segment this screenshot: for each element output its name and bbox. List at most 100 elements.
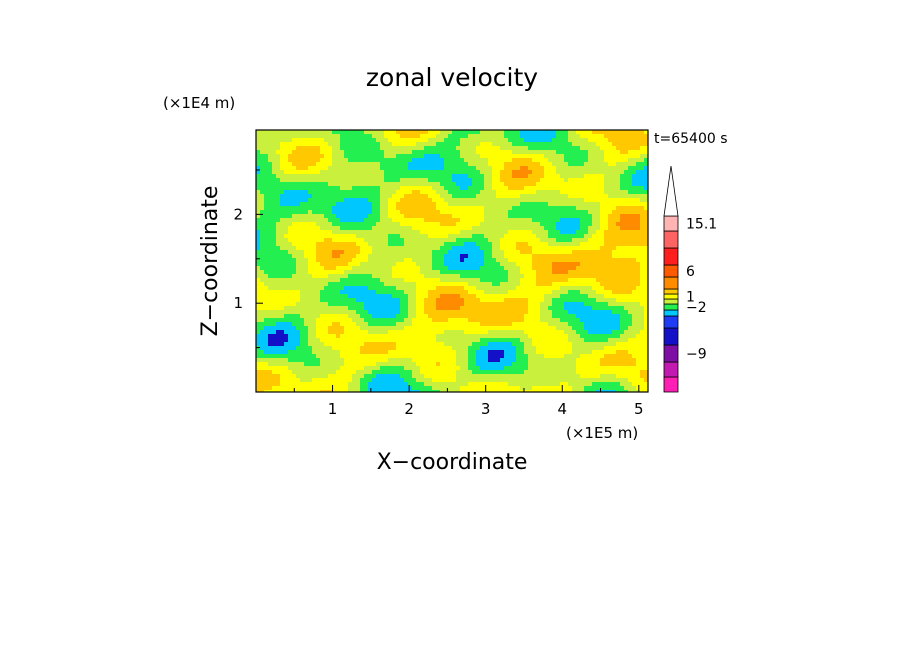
field-cell — [416, 150, 421, 155]
field-cell — [556, 250, 561, 255]
field-cell — [632, 202, 637, 207]
field-cell — [576, 270, 581, 275]
field-cell — [312, 314, 317, 319]
field-cell — [452, 182, 457, 187]
field-cell — [576, 194, 581, 199]
field-cell — [312, 286, 317, 291]
field-cell — [300, 210, 305, 215]
field-cell — [516, 314, 521, 319]
field-cell — [576, 150, 581, 155]
field-cell — [496, 194, 501, 199]
field-cell — [584, 274, 589, 279]
field-cell — [340, 326, 345, 331]
field-cell — [580, 250, 585, 255]
field-cell — [428, 254, 433, 259]
field-cell — [272, 318, 277, 323]
field-cell — [356, 302, 361, 307]
field-cell — [516, 270, 521, 275]
field-cell — [488, 166, 493, 171]
field-cell — [572, 274, 577, 279]
field-cell — [356, 326, 361, 331]
field-cell — [604, 186, 609, 191]
field-cell — [292, 270, 297, 275]
field-cell — [288, 170, 293, 175]
field-cell — [484, 158, 489, 163]
field-cell — [484, 330, 489, 335]
field-cell — [512, 318, 517, 323]
field-cell — [460, 246, 465, 251]
field-cell — [396, 250, 401, 255]
field-cell — [432, 286, 437, 291]
field-cell — [476, 330, 481, 335]
field-cell — [348, 146, 353, 151]
field-cell — [628, 286, 633, 291]
field-cell — [352, 194, 357, 199]
field-cell — [280, 298, 285, 303]
field-cell — [320, 226, 325, 231]
field-cell — [496, 322, 501, 327]
field-cell — [332, 322, 337, 327]
field-cell — [496, 142, 501, 147]
field-cell — [484, 234, 489, 239]
field-cell — [500, 178, 505, 183]
field-cell — [284, 130, 289, 135]
field-cell — [424, 130, 429, 135]
field-cell — [460, 182, 465, 187]
field-cell — [304, 182, 309, 187]
field-cell — [404, 330, 409, 335]
field-cell — [524, 286, 529, 291]
field-cell — [380, 246, 385, 251]
field-cell — [468, 298, 473, 303]
field-cell — [272, 142, 277, 147]
field-cell — [592, 262, 597, 267]
field-cell — [592, 242, 597, 247]
field-cell — [284, 186, 289, 191]
field-cell — [532, 318, 537, 323]
chart-title: zonal velocity — [366, 63, 538, 92]
time-label: t=65400 s — [654, 131, 728, 147]
field-cell — [484, 294, 489, 299]
field-cell — [384, 274, 389, 279]
field-cell — [312, 134, 317, 139]
field-cell — [624, 282, 629, 287]
field-cell — [384, 202, 389, 207]
field-cell — [644, 198, 648, 203]
field-cell — [276, 234, 281, 239]
field-cell — [640, 306, 645, 311]
field-cell — [392, 150, 397, 155]
field-cell — [488, 294, 493, 299]
field-cell — [316, 186, 321, 191]
field-cell — [444, 330, 449, 335]
field-cell — [352, 178, 357, 183]
field-cell — [364, 202, 369, 207]
field-cell — [572, 146, 577, 151]
field-cell — [544, 310, 549, 315]
field-cell — [564, 294, 569, 299]
field-cell — [508, 142, 513, 147]
field-cell — [620, 306, 625, 311]
field-cell — [348, 222, 353, 227]
field-cell — [468, 226, 473, 231]
field-cell — [484, 250, 489, 255]
field-cell — [276, 214, 281, 219]
field-cell — [268, 314, 273, 319]
field-cell — [312, 142, 317, 147]
field-cell — [448, 238, 453, 243]
field-cell — [288, 318, 293, 323]
field-cell — [504, 190, 509, 195]
field-cell — [272, 210, 277, 215]
field-cell — [484, 170, 489, 175]
field-cell — [584, 254, 589, 259]
field-cell — [512, 322, 517, 327]
field-cell — [500, 194, 505, 199]
field-cell — [584, 150, 589, 155]
field-cell — [468, 146, 473, 151]
field-cell — [532, 214, 537, 219]
field-cell — [448, 234, 453, 239]
field-cell — [296, 214, 301, 219]
field-cell — [392, 282, 397, 287]
field-cell — [496, 238, 501, 243]
field-cell — [256, 230, 261, 235]
field-cell — [432, 242, 437, 247]
field-cell — [640, 318, 645, 323]
